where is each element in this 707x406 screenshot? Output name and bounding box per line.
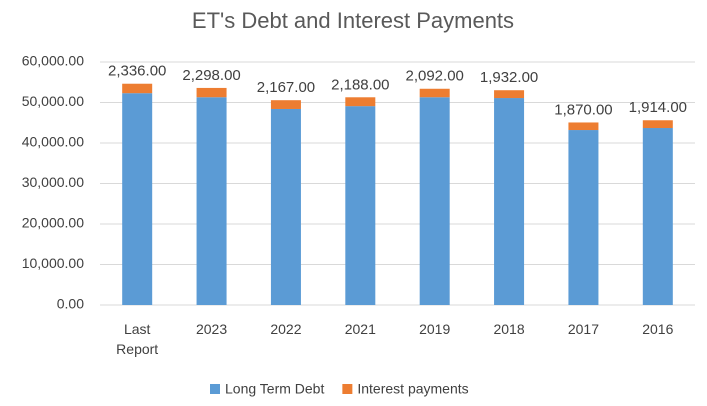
bar-segment (122, 83, 153, 94)
x-tick-label: 2021 (344, 321, 376, 337)
x-tick-label: 2018 (493, 321, 525, 337)
bar-segment (494, 98, 525, 305)
data-label: 1,932.00 (480, 69, 538, 86)
y-tick-label: 40,000.00 (22, 134, 84, 150)
bar-segment (345, 97, 376, 107)
data-label: 2,188.00 (331, 76, 389, 93)
legend-label: Interest payments (357, 381, 468, 397)
x-tick-label: 2017 (567, 321, 600, 337)
bar-segment (196, 87, 227, 98)
bar-segment (568, 122, 599, 131)
bar-segment (568, 130, 599, 305)
y-tick-label: 20,000.00 (22, 215, 84, 231)
bar-segment (642, 120, 673, 129)
x-tick-label: 2016 (642, 321, 674, 337)
data-label: 1,914.00 (629, 99, 687, 116)
data-label: 2,167.00 (257, 79, 315, 96)
bar-segment (419, 97, 450, 305)
chart-title: ET's Debt and Interest Payments (192, 8, 514, 33)
y-tick-label: 10,000.00 (22, 255, 84, 271)
x-tick-label: Last Report (116, 321, 159, 357)
x-tick-label: 2023 (195, 321, 228, 337)
y-tick-label: 0.00 (57, 296, 84, 312)
x-tick-label: 2019 (419, 321, 451, 337)
legend-swatch (342, 384, 353, 394)
data-label: 2,336.00 (108, 63, 166, 80)
bar-segment (122, 93, 153, 305)
y-tick-label: 50,000.00 (22, 93, 84, 109)
legend-swatch (210, 384, 220, 394)
y-tick-label: 30,000.00 (22, 174, 84, 190)
bar-segment (196, 97, 227, 305)
x-tick-label: 2022 (270, 321, 302, 337)
bar-segment (494, 90, 525, 99)
data-label: 2,298.00 (182, 67, 240, 84)
bar-segment (419, 88, 450, 98)
data-label: 1,870.00 (554, 101, 612, 118)
bar-segment (642, 128, 673, 305)
y-tick-label: 60,000.00 (22, 53, 84, 69)
legend-label: Long Term Debt (225, 381, 324, 397)
bar-segment (270, 100, 301, 109)
data-label: 2,092.00 (405, 68, 463, 85)
bar-segment (345, 106, 376, 306)
bar-segment (270, 108, 301, 305)
